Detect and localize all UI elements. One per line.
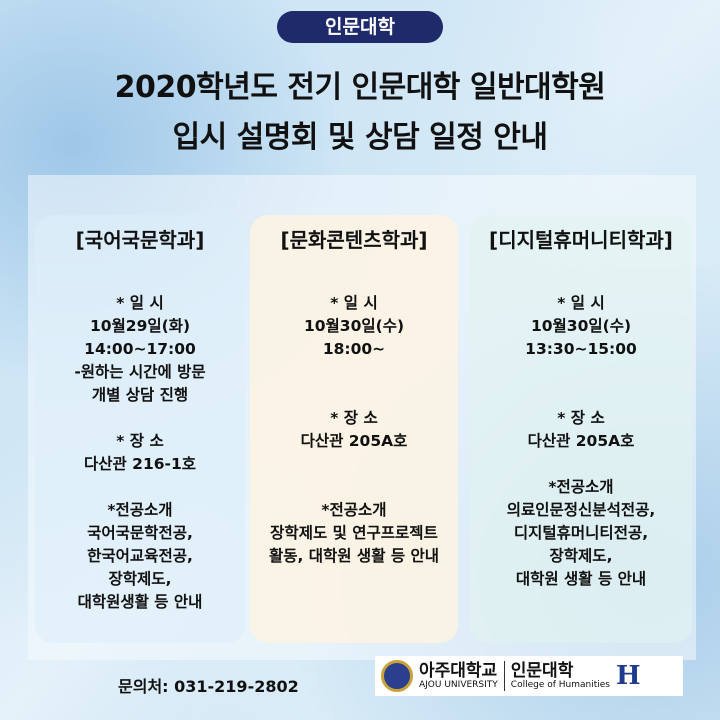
title-line-2: 입시 설명회 및 상담 일정 안내 [172,120,548,155]
info-line: 개별 상담 진행 [91,386,189,404]
department-heading: [국어국문학과] [75,228,205,252]
college-name-kr: 인문대학 [510,660,574,681]
info-line: *전공소개 [548,478,614,496]
spacer [35,407,245,430]
spacer [250,476,458,499]
spacer [250,453,458,476]
info-line: 장학제도 및 연구프로젝트 [270,524,438,542]
college-emblem-icon: H [615,661,641,691]
spacer [250,361,458,384]
info-line: * 장 소 [557,409,605,427]
department-heading: [디지털휴머니티학과] [489,228,673,252]
info-line: 한국어교육전공, [87,547,193,565]
info-line: 의료인문정신분석전공, [506,501,656,519]
department-heading: [문화콘텐츠학과] [280,228,428,252]
info-line: 대학원생활 등 안내 [77,593,203,611]
info-line: * 장 소 [116,432,164,450]
info-line: 디지털휴머니티전공, [513,524,649,542]
info-line: *전공소개 [321,501,387,519]
info-line: *전공소개 [107,501,173,519]
info-line: 대학원 생활 등 안내 [515,570,647,588]
college-name-en: College of Humanities [510,679,610,690]
contact-info: 문의처: 031-219-2802 [118,677,299,696]
info-line: 18:00~ [322,340,386,358]
info-line: * 일 시 [557,294,605,312]
university-seal-icon [381,660,413,692]
info-line: 장학제도, [108,570,172,588]
info-line: 장학제도, [549,547,613,565]
divider [503,661,505,691]
spacer [470,453,692,476]
univ-name-en: AJOU UNIVERSITY [419,679,498,690]
category-badge: 인문대학 [277,11,443,43]
university-logo: 아주대학교 AJOU UNIVERSITY 인문대학 College of Huma… [375,656,683,696]
info-line: 국어국문학전공, [87,524,193,542]
spacer [35,476,245,499]
info-line: 13:30~15:00 [525,340,637,358]
univ-name-kr: 아주대학교 [419,660,498,681]
info-line: 10월30일(수) [530,317,632,335]
title-line-1: 2020학년도 전기 인문대학 일반대학원 [114,70,606,105]
column-digital-humanities: [디지털휴머니티학과] * 일 시 10월30일(수) 13:30~15:00 * 장 … [470,215,692,643]
info-line: 14:00~17:00 [84,340,196,358]
spacer [470,361,692,384]
spacer [470,384,692,407]
info-line: 다산관 216-1호 [83,455,196,473]
info-line: 10월30일(수) [303,317,405,335]
info-line: 10월29일(화) [89,317,191,335]
spacer [250,384,458,407]
info-line: * 일 시 [116,294,164,312]
info-line: 다산관 205A호 [527,432,635,450]
info-line: -원하는 시간에 방문 [74,363,206,381]
info-line: * 일 시 [330,294,378,312]
column-korean-literature: [국어국문학과] * 일 시 10월29일(화) 14:00~17:00 -원하는 시간… [35,215,245,643]
info-line: * 장 소 [330,409,378,427]
info-line: 활동, 대학원 생활 등 안내 [268,547,440,565]
info-line: 다산관 205A호 [300,432,408,450]
